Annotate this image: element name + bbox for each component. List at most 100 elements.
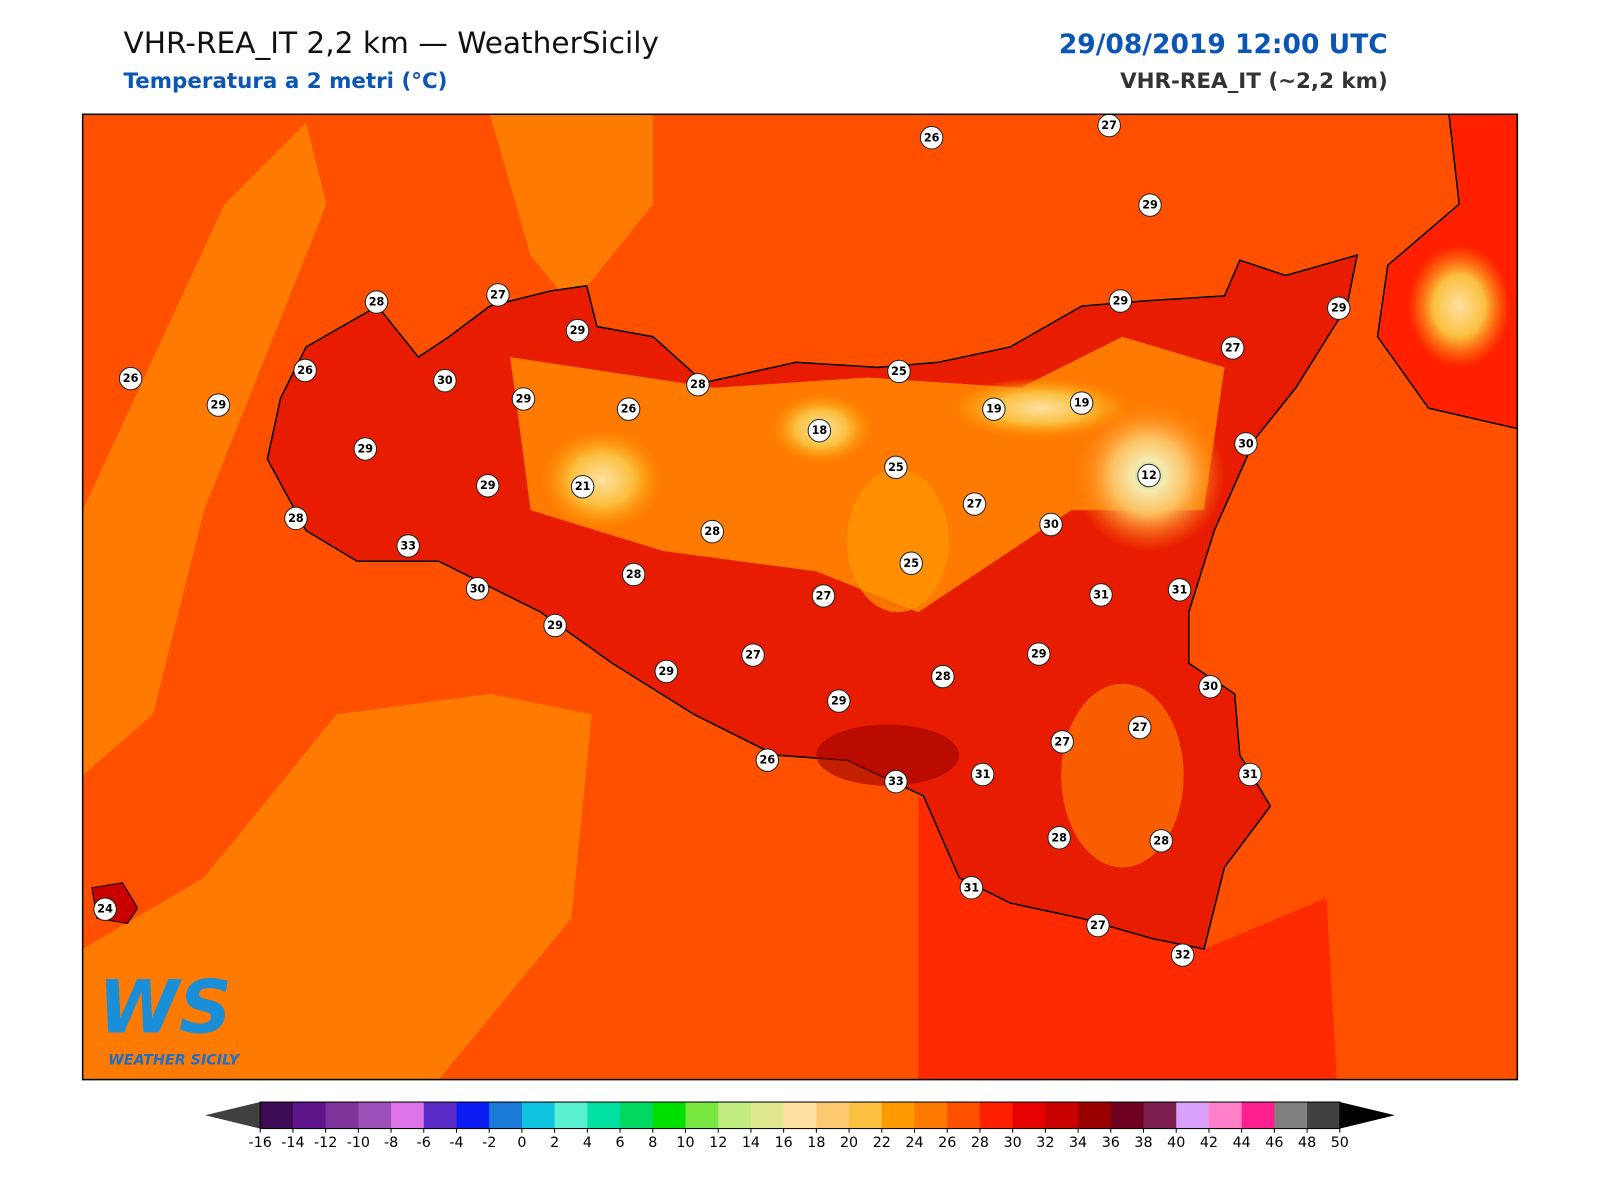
station-marker [1198, 675, 1222, 699]
station-marker [364, 290, 389, 314]
station-value: 27 [1101, 119, 1117, 132]
station-value: 29 [1142, 199, 1158, 212]
station-marker [396, 534, 420, 558]
station: 19 [1069, 391, 1094, 415]
station: 27 [1220, 336, 1245, 360]
station-marker [1167, 578, 1192, 602]
station: 31 [959, 876, 984, 900]
station-marker [654, 659, 679, 684]
station-value: 29 [547, 619, 563, 632]
station-marker [1039, 512, 1063, 537]
station-marker [962, 492, 987, 516]
logo-name: WEATHER SICILY [108, 1052, 241, 1068]
colorbar-tick-label: 48 [1298, 1135, 1316, 1151]
colorbar-tick-label: 50 [1331, 1135, 1349, 1151]
station: 28 [621, 562, 646, 587]
station-value: 19 [1074, 397, 1090, 410]
colorbar-segment [292, 1102, 327, 1129]
station-marker [1069, 391, 1094, 415]
station-value: 29 [357, 442, 373, 455]
station: 32 [1170, 943, 1195, 967]
colorbar-segment [1176, 1102, 1210, 1129]
station: 28 [1149, 829, 1173, 853]
station: 28 [1047, 826, 1071, 850]
colorbar-tick-label: 38 [1134, 1135, 1152, 1151]
station: 31 [1089, 583, 1113, 607]
station: 21 [570, 475, 595, 499]
station-value: 26 [621, 403, 637, 416]
station: 29 [353, 437, 378, 461]
station: 29 [511, 387, 536, 411]
colorbar-over [1339, 1102, 1395, 1129]
colorbar-segment [456, 1102, 490, 1129]
station-value: 29 [211, 399, 227, 412]
station-value: 29 [570, 324, 586, 337]
station-value: 24 [97, 903, 113, 916]
station-value: 27 [490, 288, 506, 301]
station-marker [476, 473, 500, 498]
station: 26 [118, 366, 143, 391]
station-marker [1047, 826, 1071, 850]
station-marker [1149, 829, 1173, 853]
colorbar-tick-label: -6 [417, 1135, 431, 1151]
station-value: 29 [516, 392, 532, 405]
station-marker [1137, 463, 1161, 488]
station-marker [465, 577, 490, 601]
colorbar-tick-label: 2 [550, 1135, 559, 1151]
colorbar-segment [1045, 1102, 1079, 1129]
station-marker [884, 769, 908, 794]
station-value: 27 [1225, 341, 1241, 354]
station-value: 30 [1238, 437, 1254, 450]
station-value: 26 [760, 754, 776, 767]
station: 12 [1137, 463, 1161, 488]
colorbar-segment [1078, 1102, 1112, 1129]
station-marker [570, 475, 595, 499]
station: 30 [465, 577, 490, 601]
station: 25 [884, 455, 908, 480]
station-marker [565, 318, 590, 343]
station: 27 [1086, 913, 1110, 938]
station: 27 [1097, 113, 1121, 138]
map: WS WEATHER SICILY [82, 114, 1518, 1080]
colorbar-tick-label: 30 [1004, 1135, 1022, 1151]
colorbar-tick-label: -12 [314, 1135, 337, 1151]
logo-mark: WS [98, 966, 232, 1051]
station: 30 [433, 368, 457, 393]
station-value: 25 [903, 557, 919, 570]
colorbar-tick-label: 36 [1102, 1135, 1120, 1151]
colorbar-tick-label: 12 [709, 1135, 727, 1151]
map-frame [81, 113, 1519, 1081]
station-marker [433, 368, 457, 393]
station-marker [899, 551, 923, 575]
station: 26 [919, 126, 944, 150]
colorbar-segment [652, 1102, 687, 1129]
subtitle: Temperatura a 2 metri (°C) [123, 69, 447, 94]
colorbar-tick-label: 10 [676, 1135, 694, 1151]
station: 33 [396, 534, 420, 558]
station-value: 27 [1054, 735, 1070, 748]
colorbar-tick-label: 14 [742, 1135, 760, 1151]
station-value: 33 [400, 539, 416, 552]
station-value: 27 [1090, 919, 1106, 932]
station-value: 31 [1172, 583, 1188, 596]
station-marker [486, 283, 510, 307]
title: VHR-REA_IT 2,2 km — WeatherSicily [123, 26, 658, 60]
colorbar-segment [423, 1102, 458, 1129]
colorbar-segment [979, 1102, 1014, 1129]
colorbar-tick-label: 42 [1200, 1135, 1218, 1151]
station-value: 27 [745, 649, 761, 662]
station-marker [616, 397, 641, 421]
station-marker [1220, 336, 1245, 360]
station-value: 28 [704, 525, 720, 538]
station-value: 30 [470, 582, 486, 595]
station: 25 [887, 359, 911, 384]
station: 29 [565, 318, 590, 343]
station: 29 [1027, 642, 1051, 666]
station-value: 33 [888, 775, 904, 788]
colorbar-segment [521, 1102, 556, 1129]
station: 29 [827, 689, 851, 713]
station-value: 31 [1242, 768, 1258, 781]
colorbar-segment [1241, 1102, 1275, 1129]
colorbar-tick-label: 18 [807, 1135, 825, 1151]
